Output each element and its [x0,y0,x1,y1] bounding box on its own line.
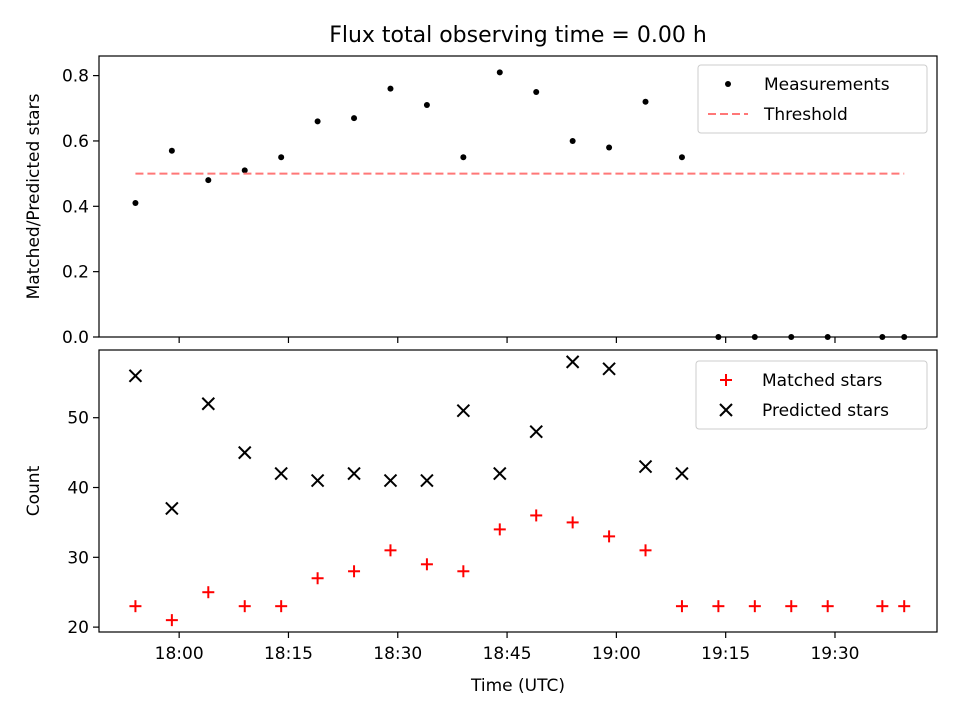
data-point [748,600,761,613]
legend: Measurements Threshold [697,64,928,134]
legend-box [697,64,928,134]
data-point [238,445,252,460]
data-point [493,466,507,481]
data-point [311,572,324,585]
x-tick-label: 18:15 [264,644,313,664]
data-point [132,200,139,207]
data-point [423,102,430,109]
data-point [876,600,889,613]
data-point [165,501,179,516]
data-point [533,88,540,95]
data-point [606,144,613,151]
data-point [205,177,212,184]
series-matched-stars [129,509,911,627]
data-point [420,558,433,571]
data-point [387,85,394,92]
y-tick-label: 30 [67,548,89,568]
y-tick-label: 40 [67,479,89,499]
legend-label: Measurements [764,75,890,95]
data-point [384,544,397,557]
data-point [496,69,503,76]
data-point [638,459,653,474]
y-tick-label: 0.6 [62,132,89,152]
axes-frame [98,55,938,338]
data-point [565,355,580,369]
data-point [712,600,725,613]
data-point [675,466,689,481]
bottom-panel: 20 30 40 50 18:00 18:15 18:30 18:45 19:00 19:15 19… [24,349,938,664]
legend-swatch [725,81,731,87]
y-tick-label: 20 [67,618,89,638]
data-point [785,600,798,613]
data-point [898,600,911,613]
data-point [278,154,285,161]
data-point [241,167,248,174]
series-measurements [132,69,908,340]
data-point [420,473,434,488]
x-tick-label: 19:00 [592,644,641,664]
data-point [202,586,215,599]
data-point [347,466,361,481]
data-point [603,530,616,543]
data-point [348,565,361,578]
y-tick-label: 0.2 [62,263,89,283]
legend-label: Predicted stars [762,401,889,421]
y-tick-label: 50 [67,409,89,429]
data-point [569,137,576,144]
data-point [456,404,471,418]
data-point [639,544,652,557]
data-point [821,600,834,613]
x-tick-label: 18:00 [155,644,204,664]
legend-label: Threshold [763,105,848,125]
data-point [165,614,178,627]
series-predicted-stars [128,355,689,516]
data-point [602,362,616,376]
legend: Matched stars Predicted stars [695,360,928,430]
data-point [314,118,321,125]
y-tick-label: 0.8 [62,67,89,87]
y-tick-label: 0.0 [62,328,89,348]
data-point [274,466,288,481]
x-axis-label: Time (UTC) [470,676,565,696]
data-point [493,523,506,536]
data-point [642,98,649,105]
x-tick-label: 18:45 [483,644,532,664]
y-tick-label: 0.4 [62,197,89,217]
data-point [675,600,688,613]
y-axis-label: Matched/Predicted stars [24,93,44,299]
legend-box [695,360,928,430]
data-point [129,600,142,613]
data-point [275,600,288,613]
y-axis-label: Count [24,465,44,516]
data-point [529,424,543,439]
legend-label: Matched stars [762,371,882,391]
top-panel: 0.0 0.2 0.4 0.6 0.8 Matched/Predicted stars Me… [24,55,938,348]
data-point [351,115,358,122]
chart-title: Flux total observing time = 0.00 h [329,23,707,48]
data-point [201,397,216,411]
data-point [530,509,543,522]
data-point [168,147,175,154]
x-tick-label: 19:15 [701,644,750,664]
x-tick-label: 19:30 [810,644,859,664]
data-point [238,600,251,613]
data-point [678,154,685,161]
axes-frame [98,349,938,633]
legend-swatch [720,374,732,386]
legend-swatch [719,403,733,417]
data-point [460,154,467,161]
data-point [457,565,470,578]
data-point [128,369,143,383]
data-point [383,473,398,488]
data-point [566,516,579,529]
data-point [310,473,325,488]
x-tick-label: 18:30 [373,644,422,664]
